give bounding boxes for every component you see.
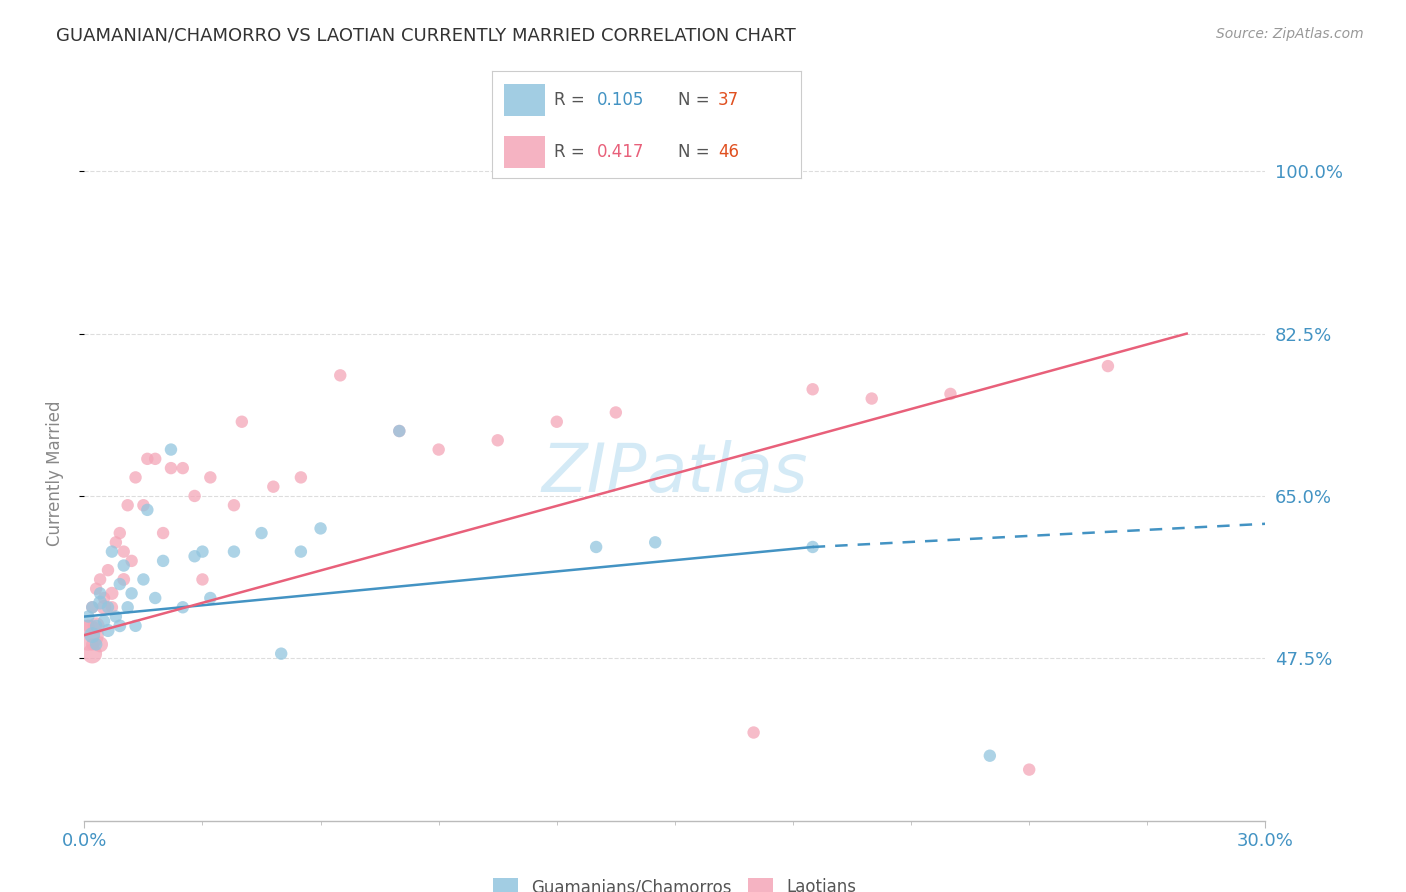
Point — [89, 596, 111, 610]
Point — [200, 591, 222, 605]
Point — [112, 544, 135, 558]
Bar — [505, 84, 544, 116]
Point — [104, 609, 127, 624]
Text: 37: 37 — [718, 91, 740, 109]
Point — [77, 619, 100, 633]
Point — [89, 637, 111, 651]
Point — [82, 600, 104, 615]
Point — [222, 544, 245, 558]
Point — [742, 725, 765, 739]
Point — [101, 600, 124, 615]
Point — [143, 591, 166, 605]
Point — [152, 554, 174, 568]
Point — [97, 624, 120, 638]
Y-axis label: Currently Married: Currently Married — [45, 400, 63, 546]
Point — [290, 470, 312, 484]
Point — [486, 434, 509, 448]
Point — [200, 470, 222, 484]
Legend: Guamanians/Chamorros, Laotians: Guamanians/Chamorros, Laotians — [486, 871, 863, 892]
Point — [160, 442, 183, 457]
Point — [231, 415, 253, 429]
Point — [84, 619, 107, 633]
Point — [121, 554, 143, 568]
Point — [546, 415, 568, 429]
Point — [117, 498, 139, 512]
Point — [101, 544, 124, 558]
Text: 46: 46 — [718, 143, 740, 161]
Point — [388, 424, 411, 438]
Point — [309, 521, 332, 535]
Point — [108, 526, 131, 541]
Point — [112, 573, 135, 587]
Point — [860, 392, 883, 406]
Point — [93, 600, 115, 615]
Point — [101, 586, 124, 600]
Point — [939, 387, 962, 401]
Point — [104, 535, 127, 549]
Point — [183, 549, 205, 564]
Point — [136, 451, 159, 466]
Point — [172, 461, 194, 475]
Text: Source: ZipAtlas.com: Source: ZipAtlas.com — [1216, 27, 1364, 41]
Text: R =: R = — [554, 143, 591, 161]
Point — [191, 544, 214, 558]
Point — [262, 480, 284, 494]
Point — [77, 609, 100, 624]
Point — [82, 647, 104, 661]
Text: N =: N = — [678, 91, 714, 109]
Point — [979, 748, 1001, 763]
Point — [801, 382, 824, 396]
Point — [270, 647, 292, 661]
Point — [152, 526, 174, 541]
Point — [644, 535, 666, 549]
Point — [605, 405, 627, 419]
Point — [89, 573, 111, 587]
Point — [124, 619, 146, 633]
Point — [136, 503, 159, 517]
Point — [112, 558, 135, 573]
Text: 0.417: 0.417 — [598, 143, 644, 161]
Point — [82, 637, 104, 651]
Point — [191, 573, 214, 587]
Point — [250, 526, 273, 541]
Point — [132, 498, 155, 512]
Text: R =: R = — [554, 91, 591, 109]
Point — [97, 600, 120, 615]
Point — [1097, 359, 1119, 373]
Point — [84, 637, 107, 651]
Text: N =: N = — [678, 143, 714, 161]
Point — [329, 368, 352, 383]
Point — [388, 424, 411, 438]
Point — [172, 600, 194, 615]
Point — [84, 582, 107, 596]
Point — [82, 600, 104, 615]
Point — [1018, 763, 1040, 777]
Point — [124, 470, 146, 484]
Point — [121, 586, 143, 600]
Point — [117, 600, 139, 615]
Point — [290, 544, 312, 558]
Bar — [505, 136, 544, 168]
Text: 0.105: 0.105 — [598, 91, 644, 109]
Point — [108, 577, 131, 591]
Text: ZIPatlas: ZIPatlas — [541, 440, 808, 506]
Point — [77, 628, 100, 642]
Text: GUAMANIAN/CHAMORRO VS LAOTIAN CURRENTLY MARRIED CORRELATION CHART: GUAMANIAN/CHAMORRO VS LAOTIAN CURRENTLY … — [56, 27, 796, 45]
Point — [89, 586, 111, 600]
Point — [222, 498, 245, 512]
Point — [585, 540, 607, 554]
Point — [183, 489, 205, 503]
Point — [108, 619, 131, 633]
Point — [132, 573, 155, 587]
Point — [84, 619, 107, 633]
Point — [97, 563, 120, 577]
Point — [82, 628, 104, 642]
Point — [160, 461, 183, 475]
Point — [93, 591, 115, 605]
Point — [427, 442, 450, 457]
Point — [143, 451, 166, 466]
Point — [93, 614, 115, 628]
Point — [801, 540, 824, 554]
